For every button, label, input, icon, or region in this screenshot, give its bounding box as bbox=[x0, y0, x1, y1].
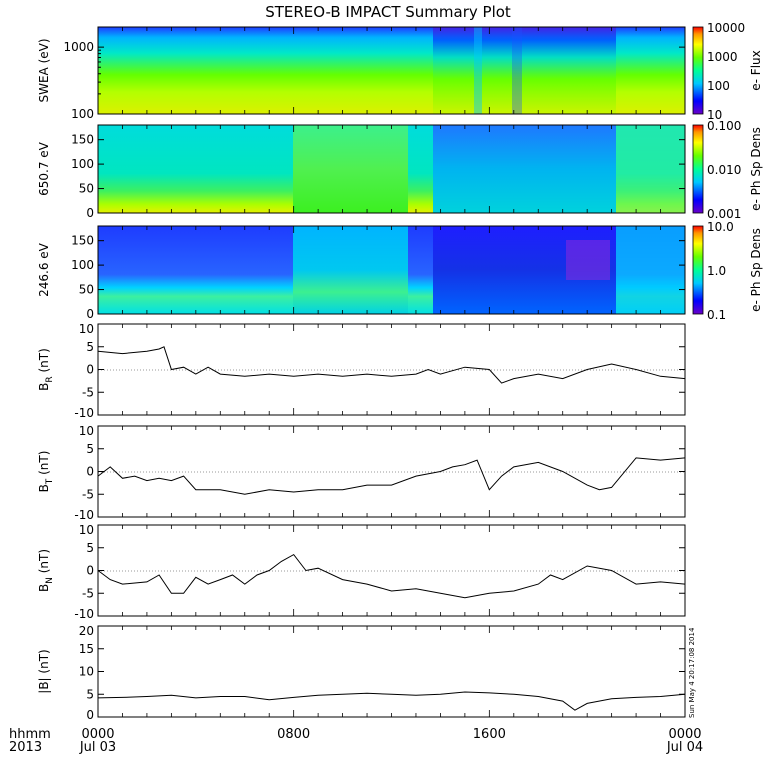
panel-bmag bbox=[97, 625, 686, 718]
ytick-label-pad246: 50 bbox=[79, 283, 94, 297]
ytick-label-pad246: 150 bbox=[71, 234, 94, 248]
footer-year: 2013 bbox=[9, 740, 42, 755]
ylabel-pad650: 650.7 eV bbox=[37, 141, 51, 196]
colorbar-tick-swea: 10000 bbox=[707, 21, 745, 35]
colorbar-pad246 bbox=[692, 225, 704, 315]
xtick-date: Jul 04 bbox=[666, 740, 703, 755]
colorbar-tick-pad246: 10.0 bbox=[707, 220, 734, 234]
ytick-label-bmag: 5 bbox=[86, 687, 94, 701]
ytick-label-bmag: 20 bbox=[79, 624, 94, 638]
swea-dropout-1 bbox=[474, 27, 482, 114]
ytick-label-pad650: 150 bbox=[71, 133, 94, 147]
pad650-late-region bbox=[433, 125, 616, 213]
colorbar-tick-pad650: 0.010 bbox=[707, 163, 741, 177]
colorbar-tick-swea: 100 bbox=[707, 79, 730, 93]
ytick-label-bt: -10 bbox=[74, 508, 94, 522]
trace-br bbox=[97, 346, 686, 384]
axes-bmag: |B| (nT) 20 15 10 5 0 bbox=[37, 624, 686, 722]
ylabel-bt: BT (nT) bbox=[37, 451, 55, 493]
pad246-end-region bbox=[616, 226, 685, 314]
ytick-label-pad650: 100 bbox=[71, 157, 94, 171]
xtick-label: 0000 bbox=[81, 727, 114, 742]
panel-bn bbox=[97, 524, 686, 617]
axes-br: BR (nT) 10 5 0 -5 -10 bbox=[37, 322, 686, 420]
panel-br bbox=[97, 323, 686, 416]
ytick-label-bmag: 0 bbox=[86, 708, 94, 722]
ytick-label-bn: 5 bbox=[86, 541, 94, 555]
ytick-label-pad650: 50 bbox=[79, 182, 94, 196]
ylabel-bmag: |B| (nT) bbox=[37, 649, 51, 693]
ytick-label-bn: -5 bbox=[82, 586, 94, 600]
xtick-label: 0800 bbox=[277, 727, 310, 742]
xtick-date: Jul 03 bbox=[79, 740, 116, 755]
axes-pad650: 650.7 eV 0 50 100 150 0.100 0.010 0.001 e- Ph Sp… bbox=[37, 119, 763, 221]
trace-bt bbox=[97, 457, 686, 495]
ytick-label-pad246: 100 bbox=[71, 258, 94, 272]
ytick-label-br: 5 bbox=[86, 340, 94, 354]
colorbar-label-pad650: e- Ph Sp Dens bbox=[749, 127, 763, 211]
ytick-label-bmag: 15 bbox=[79, 642, 94, 656]
timestamp: Sun May 4 20:17:08 2014 bbox=[688, 627, 696, 718]
colorbar-pad650 bbox=[692, 124, 704, 214]
ytick-label-pad246: 0 bbox=[86, 307, 94, 321]
axes-pad246: 246.6 eV 0 50 100 150 10.0 1.0 0.1 e- Ph Sp Dens bbox=[37, 220, 763, 322]
ylabel-br: BR (nT) bbox=[37, 348, 55, 391]
ytick-label-bn: -10 bbox=[74, 607, 94, 621]
panel-pad650 bbox=[97, 124, 686, 214]
swea-late-region bbox=[433, 27, 616, 114]
pad650-mid-region bbox=[293, 125, 408, 213]
colorbar-swea bbox=[692, 26, 704, 115]
xtick-label: 1600 bbox=[473, 727, 506, 742]
ytick-label-bt: -5 bbox=[82, 487, 94, 501]
axes-bt: BT (nT) 10 5 0 -5 -10 bbox=[37, 424, 686, 522]
ytick-label-bn: 0 bbox=[86, 564, 94, 578]
panel-pad246 bbox=[97, 225, 686, 315]
ytick-label-bmag: 10 bbox=[79, 665, 94, 679]
axes-bn: BN (nT) 10 5 0 -5 -10 bbox=[37, 523, 686, 621]
pad650-end-region bbox=[616, 125, 685, 213]
ytick-label-swea: 100 bbox=[71, 107, 94, 121]
ytick-label-bt: 10 bbox=[79, 424, 94, 438]
trace-bmag bbox=[97, 691, 686, 711]
colorbar-tick-swea: 1000 bbox=[707, 50, 738, 64]
pad246-mid-region bbox=[293, 226, 408, 314]
ytick-label-swea: 1000 bbox=[63, 40, 94, 54]
axes-swea: SWEA (eV) 100 1000 10000 1000 100 10 e- Flux bbox=[37, 21, 763, 122]
ytick-label-bt: 0 bbox=[86, 465, 94, 479]
colorbar-label-swea: e- Flux bbox=[749, 50, 763, 90]
ylabel-bn: BN (nT) bbox=[37, 549, 55, 592]
colorbar-tick-swea: 10 bbox=[707, 108, 722, 122]
colorbar-tick-pad246: 1.0 bbox=[707, 264, 726, 278]
ytick-label-bn: 10 bbox=[79, 523, 94, 537]
panel-bt bbox=[97, 425, 686, 518]
panel-swea bbox=[97, 26, 686, 115]
page-title: STEREO-B IMPACT Summary Plot bbox=[265, 3, 511, 21]
trace-bn bbox=[97, 553, 686, 599]
ytick-label-pad650: 0 bbox=[86, 206, 94, 220]
ytick-label-br: 10 bbox=[79, 322, 94, 336]
pad246-purple-patch bbox=[566, 240, 610, 280]
swea-dropout-2 bbox=[512, 27, 522, 114]
xtick-label: 0000 bbox=[668, 727, 701, 742]
ylabel-swea: SWEA (eV) bbox=[37, 38, 51, 102]
ylabel-pad246: 246.6 eV bbox=[37, 242, 51, 297]
colorbar-tick-pad650: 0.001 bbox=[707, 207, 741, 221]
ytick-label-bt: 5 bbox=[86, 442, 94, 456]
ytick-label-br: 0 bbox=[86, 363, 94, 377]
colorbar-tick-pad246: 0.1 bbox=[707, 308, 726, 322]
colorbar-label-pad246: e- Ph Sp Dens bbox=[749, 228, 763, 312]
ytick-label-br: -10 bbox=[74, 406, 94, 420]
colorbar-tick-pad650: 0.100 bbox=[707, 119, 741, 133]
ytick-label-br: -5 bbox=[82, 385, 94, 399]
footer-hhmm: hhmm bbox=[9, 727, 51, 742]
